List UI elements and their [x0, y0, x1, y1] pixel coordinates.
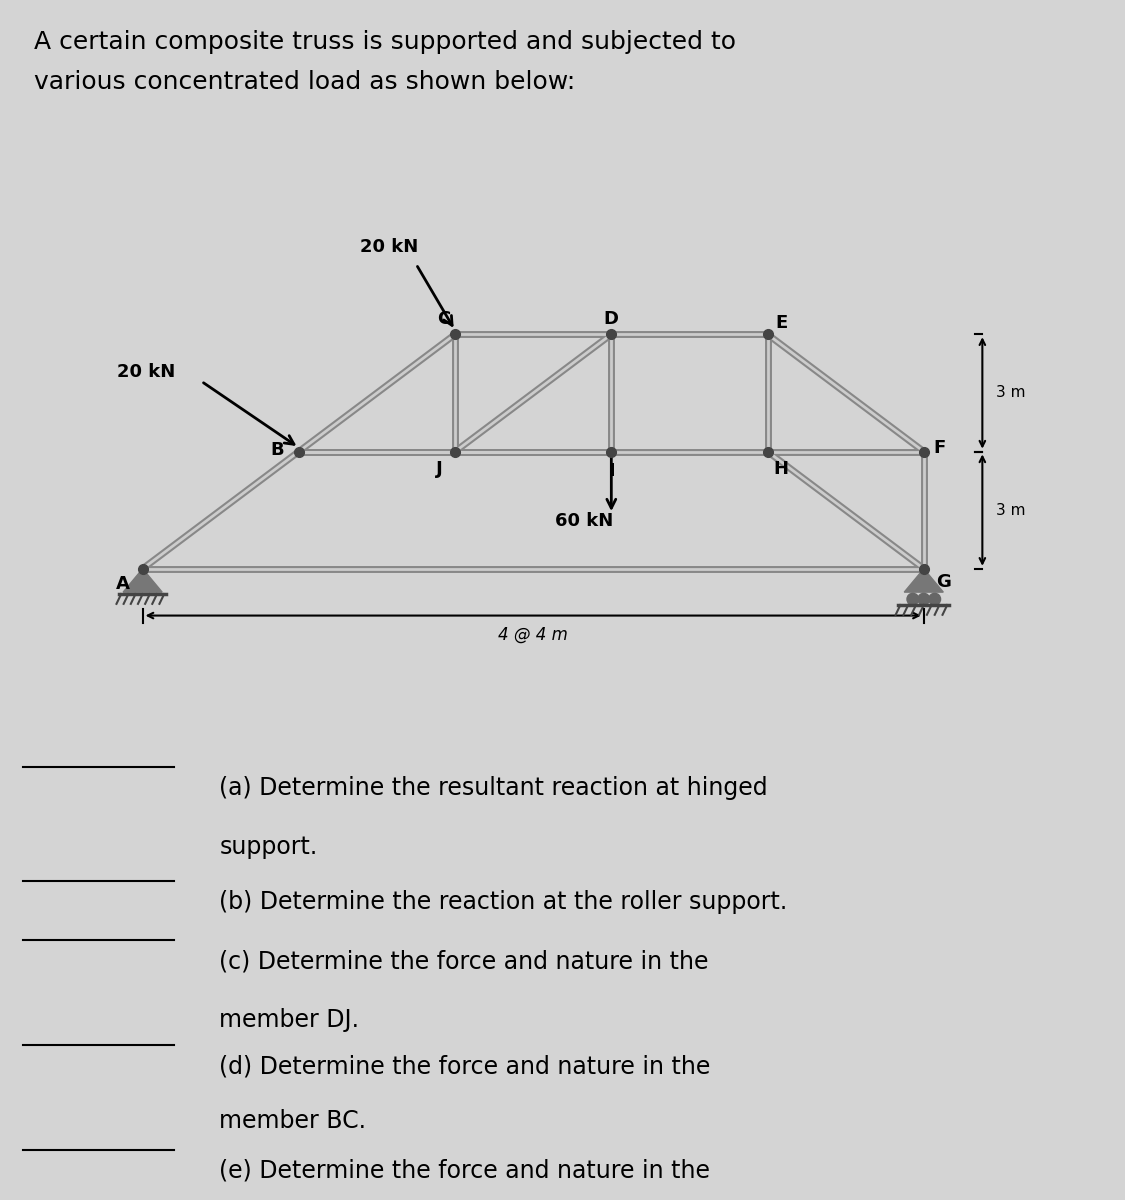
- Text: C: C: [436, 310, 450, 328]
- Text: (e) Determine the force and nature in the: (e) Determine the force and nature in th…: [219, 1159, 710, 1183]
- Text: various concentrated load as shown below:: various concentrated load as shown below…: [34, 70, 575, 94]
- Circle shape: [907, 593, 919, 605]
- Text: 4 @ 4 m: 4 @ 4 m: [498, 625, 568, 643]
- Text: (b) Determine the reaction at the roller support.: (b) Determine the reaction at the roller…: [219, 890, 787, 914]
- Text: G: G: [936, 574, 951, 592]
- Text: 20 kN: 20 kN: [360, 239, 417, 257]
- Text: (c) Determine the force and nature in the: (c) Determine the force and nature in th…: [219, 949, 709, 973]
- Polygon shape: [904, 569, 943, 592]
- Text: (a) Determine the resultant reaction at hinged: (a) Determine the resultant reaction at …: [219, 776, 768, 800]
- Text: H: H: [774, 460, 789, 478]
- Text: 20 kN: 20 kN: [117, 364, 176, 382]
- Text: member DJ.: member DJ.: [219, 1008, 359, 1032]
- Text: E: E: [775, 313, 787, 331]
- Text: 3 m: 3 m: [996, 503, 1026, 517]
- Circle shape: [918, 593, 929, 605]
- Text: 60 kN: 60 kN: [555, 511, 613, 529]
- Text: B: B: [271, 440, 285, 458]
- Polygon shape: [123, 569, 162, 592]
- Text: F: F: [934, 439, 945, 457]
- Text: A certain composite truss is supported and subjected to: A certain composite truss is supported a…: [34, 30, 736, 54]
- Circle shape: [929, 593, 940, 605]
- Text: support.: support.: [219, 835, 317, 859]
- Text: A: A: [116, 575, 130, 593]
- Text: D: D: [604, 310, 619, 328]
- Text: J: J: [436, 460, 443, 478]
- Text: 3 m: 3 m: [996, 385, 1026, 401]
- Text: (d) Determine the force and nature in the: (d) Determine the force and nature in th…: [219, 1054, 711, 1078]
- Text: member BC.: member BC.: [219, 1109, 367, 1133]
- Text: I: I: [608, 462, 614, 480]
